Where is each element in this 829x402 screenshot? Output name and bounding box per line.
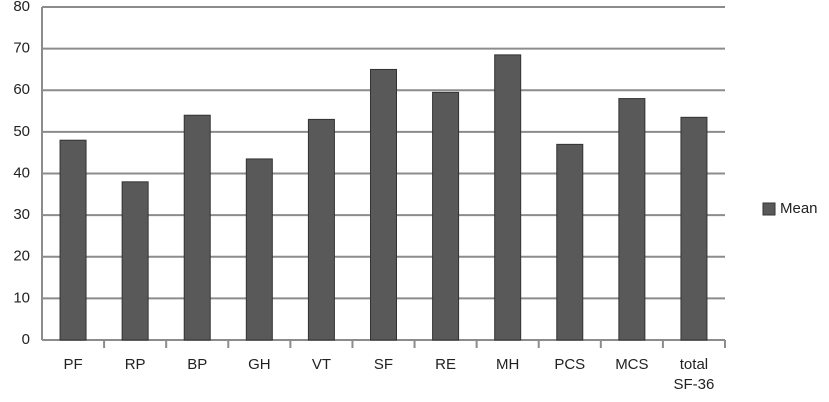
- bar: [432, 91, 460, 341]
- x-tick-label: MCS: [615, 356, 648, 373]
- y-tick-label: 50: [13, 123, 30, 140]
- bar: [370, 68, 397, 341]
- x-tick-label: MH: [496, 356, 519, 373]
- x-tick-label: VT: [312, 356, 331, 373]
- y-tick-label: 70: [13, 40, 30, 57]
- x-tick-label: RP: [125, 356, 146, 373]
- y-tick-label: 20: [13, 248, 30, 265]
- bar: [121, 181, 149, 341]
- bar: [618, 98, 646, 341]
- legend-swatch: [762, 202, 776, 216]
- bar: [59, 139, 87, 341]
- x-tick-label: GH: [248, 356, 271, 373]
- y-tick-label: 40: [13, 164, 30, 181]
- bar: [494, 54, 522, 341]
- y-tick-label: 30: [13, 206, 30, 223]
- bar: [556, 143, 584, 341]
- x-tick-label: PF: [63, 356, 82, 373]
- x-tick-label: RE: [435, 356, 456, 373]
- x-tick-label: total SF-36: [674, 356, 715, 393]
- y-tick-label: 10: [13, 289, 30, 306]
- bar: [307, 118, 335, 341]
- y-tick-label: 60: [13, 81, 30, 98]
- x-tick-label: PCS: [554, 356, 585, 373]
- y-tick-label: 0: [22, 331, 30, 348]
- x-tick-label: SF: [374, 356, 393, 373]
- y-tick-label: 80: [13, 0, 30, 15]
- x-tick-label: BP: [187, 356, 207, 373]
- bar: [680, 116, 708, 341]
- bar: [183, 114, 211, 341]
- bar: [245, 158, 273, 341]
- legend-label: Mean: [780, 200, 818, 217]
